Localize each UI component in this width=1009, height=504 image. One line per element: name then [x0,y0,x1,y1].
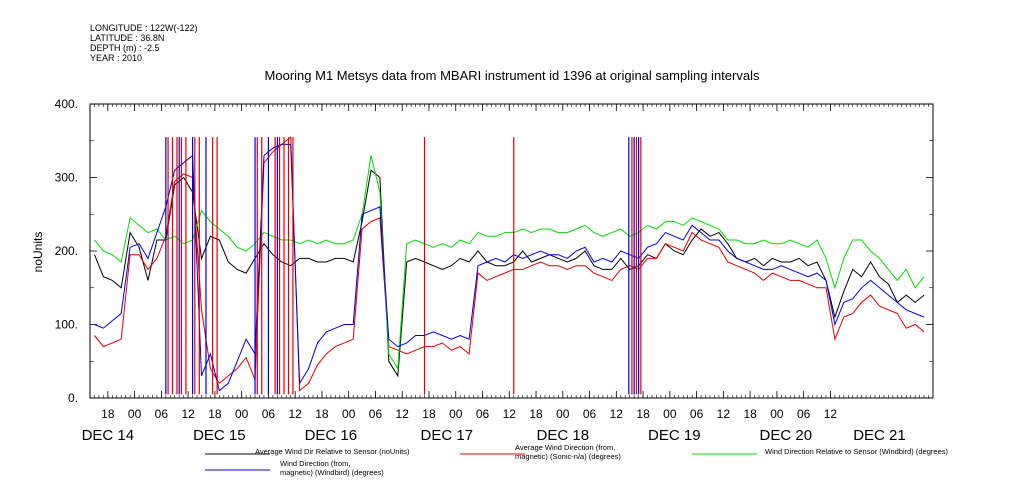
x-day-label: DEC 19 [648,427,701,444]
legend-label: Average Wind Direction (from, [515,443,615,452]
series-line [94,169,925,378]
y-tick-label: 400. [55,97,78,111]
x-tick-label: 06 [369,407,383,421]
x-day-label: DEC 16 [305,427,358,444]
x-tick-label: 12 [288,407,302,421]
x-tick-label: 06 [797,407,811,421]
x-tick-label: 18 [208,407,222,421]
x-tick-label: 12 [181,407,195,421]
y-tick-label: 100. [55,318,78,332]
series-line [94,155,925,371]
x-tick-label: 00 [556,407,570,421]
header-line: LATITUDE : 36.8N [90,33,164,43]
plot-frame [89,103,934,399]
x-day-label: DEC 17 [421,427,474,444]
header-line: YEAR : 2010 [90,53,142,63]
x-tick-label: 18 [529,407,543,421]
x-tick-label: 18 [315,407,329,421]
x-tick-label: 00 [449,407,463,421]
x-tick-label: 00 [663,407,677,421]
x-tick-label: 18 [422,407,436,421]
y-tick-label: 300. [55,171,78,185]
x-day-label: DEC 15 [193,427,246,444]
x-tick-label: 00 [235,407,249,421]
x-day-label: DEC 21 [853,427,906,444]
x-tick-label: 06 [476,407,490,421]
x-tick-label: 00 [770,407,784,421]
x-tick-label: 00 [342,407,356,421]
x-tick-label: 12 [610,407,624,421]
x-day-label: DEC 18 [537,427,590,444]
legend-label: Wind Direction (from, [280,459,350,468]
header-block: LONGITUDE : 122W(-122) LATITUDE : 36.8N … [90,23,198,63]
plot-area: 18 00 06 12 18 00 06 12 18 00 06 12 18 00 06 12 18 00 06 12… [55,97,934,444]
header-line: LONGITUDE : 122W(-122) [90,23,198,33]
x-tick-label: 06 [690,407,704,421]
legend-label: magnetic) (Sonic-n/a) (degrees) [515,452,621,461]
x-tick-label: 12 [503,407,517,421]
header-line: DEPTH (m) : -2.5 [90,43,160,53]
x-tick-label: 12 [396,407,410,421]
x-tick-label: 06 [262,407,276,421]
legend-label: magnetic) (Windbird) (degrees) [280,468,384,477]
legend-label: Average Wind Dir Relative to Sensor (noU… [255,447,410,456]
x-tick-label: 06 [155,407,169,421]
x-tick-label: 00 [128,407,142,421]
x-tick-label: 18 [636,407,650,421]
y-tick-label: 0. [68,391,78,405]
y-axis-label: noUnits [31,232,45,273]
x-tick-label: 12 [824,407,838,421]
x-tick-label: 06 [583,407,597,421]
x-tick-label: 18 [101,407,115,421]
x-day-label: DEC 20 [760,427,813,444]
series-line [94,143,925,392]
x-tick-label: 18 [743,407,757,421]
chart-title: Mooring M1 Metsys data from MBARI instru… [265,68,760,83]
y-tick-label: 200. [55,244,78,258]
legend-label: Wind Direction Relative to Sensor (Windb… [765,447,948,456]
x-day-label: DEC 14 [82,427,135,444]
legend: Average Wind Dir Relative to Sensor (noU… [205,443,948,477]
x-tick-label: 12 [717,407,731,421]
